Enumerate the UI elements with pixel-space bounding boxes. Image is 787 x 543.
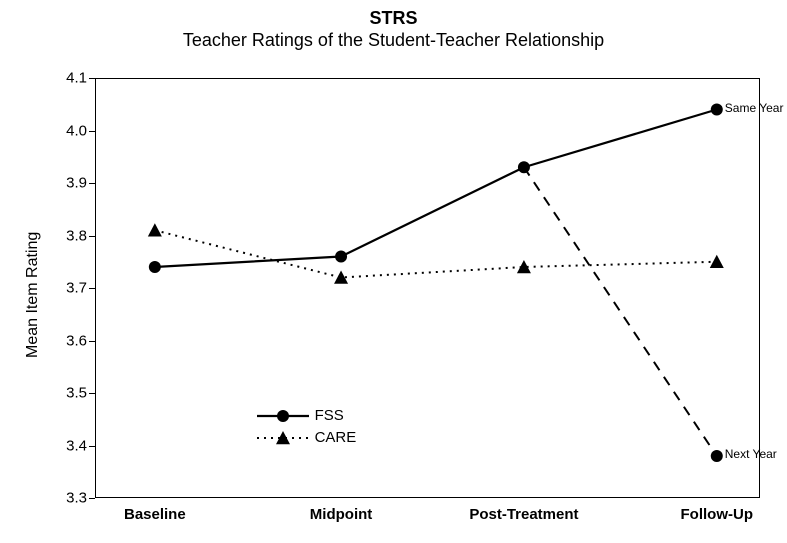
series-line-fss_main — [155, 110, 717, 268]
y-tick-label: 4.1 — [47, 70, 87, 87]
series-line-fss_followup_nextyear — [524, 167, 717, 456]
x-tick-label: Midpoint — [310, 506, 372, 523]
y-tick-mark — [89, 288, 95, 289]
annotation-label: Next Year — [725, 447, 777, 461]
annotation-label: Same Year — [725, 101, 784, 115]
y-tick-label: 3.8 — [47, 227, 87, 244]
y-tick-label: 3.7 — [47, 280, 87, 297]
y-tick-mark — [89, 131, 95, 132]
legend-item: CARE — [255, 427, 357, 449]
y-tick-label: 4.0 — [47, 122, 87, 139]
y-tick-mark — [89, 393, 95, 394]
y-tick-mark — [89, 78, 95, 79]
plot-svg — [0, 0, 787, 543]
legend-item: FSS — [255, 405, 357, 427]
legend: FSS CARE — [255, 405, 357, 449]
y-tick-mark — [89, 498, 95, 499]
y-tick-label: 3.3 — [47, 490, 87, 507]
y-tick-label: 3.6 — [47, 332, 87, 349]
y-tick-label: 3.4 — [47, 437, 87, 454]
y-tick-label: 3.9 — [47, 175, 87, 192]
x-tick-label: Post-Treatment — [469, 506, 578, 523]
x-tick-label: Baseline — [124, 506, 186, 523]
legend-label: CARE — [315, 429, 357, 446]
y-tick-mark — [89, 236, 95, 237]
x-tick-label: Follow-Up — [681, 506, 753, 523]
legend-label: FSS — [315, 407, 344, 424]
chart-container: STRS Teacher Ratings of the Student-Teac… — [0, 0, 787, 543]
series-line-care — [155, 230, 717, 277]
y-tick-label: 3.5 — [47, 385, 87, 402]
y-tick-mark — [89, 446, 95, 447]
y-tick-mark — [89, 341, 95, 342]
y-tick-mark — [89, 183, 95, 184]
